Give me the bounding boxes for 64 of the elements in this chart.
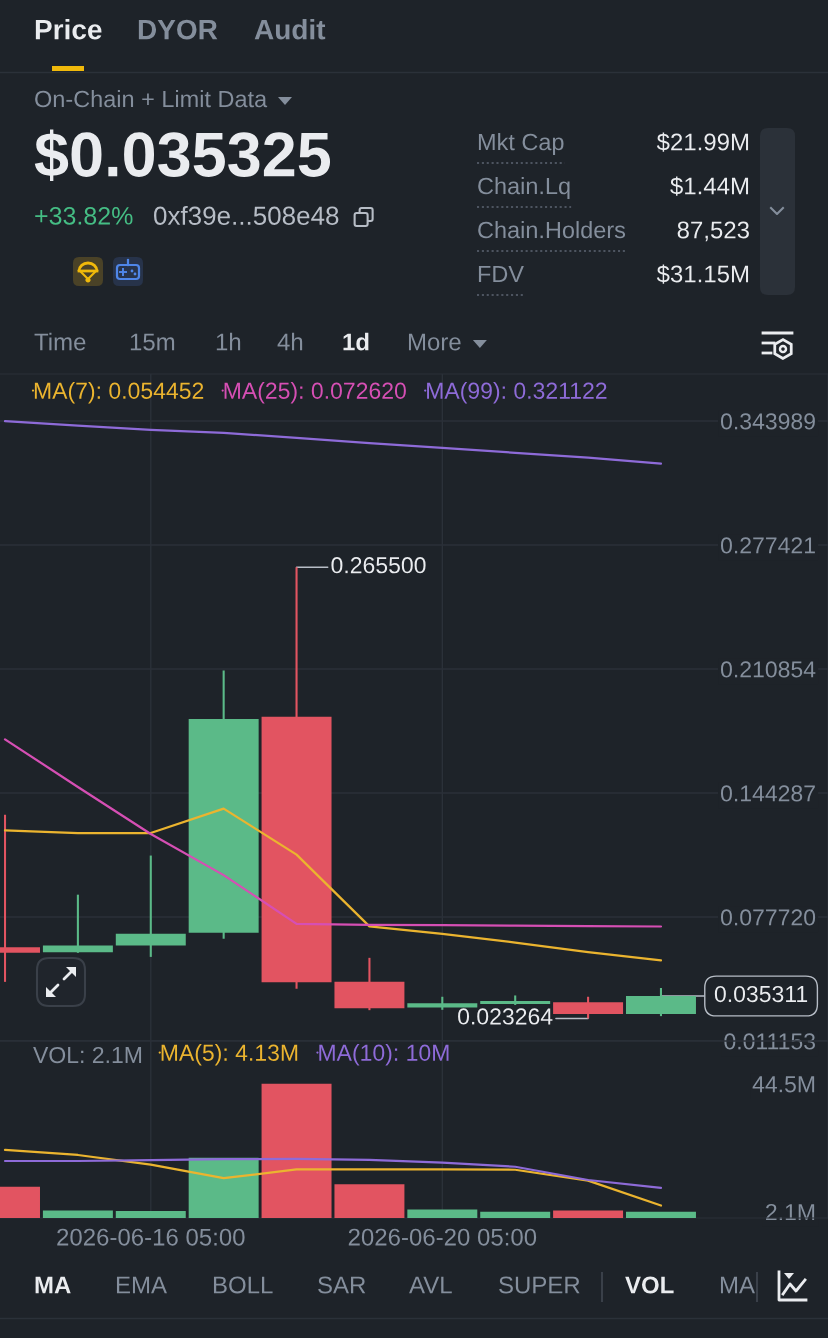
legend-label: MA(25): 0.072620 <box>224 382 406 404</box>
bar <box>188 1157 259 1218</box>
bar <box>407 1209 478 1218</box>
text: Audit <box>254 18 326 40</box>
text: On-Chain + Limit Data <box>35 90 268 108</box>
text: $1.44M <box>670 176 749 196</box>
y-tick-label: 44.5M <box>752 1076 815 1093</box>
candlestick <box>42 893 113 954</box>
text: +33.82% <box>35 207 133 225</box>
candlestick <box>115 854 186 958</box>
y-tick-label: 0.077720 <box>720 909 816 926</box>
text: Price <box>35 18 102 40</box>
text: More <box>408 333 461 351</box>
text: FDV <box>478 265 524 283</box>
x-tick-label: 2026-06-16 05:00 <box>57 1228 245 1246</box>
text: Chain.Holders <box>478 221 626 239</box>
legend-label: MA(10): 10M <box>319 1044 449 1066</box>
text: Chain.Lq <box>478 177 570 199</box>
line-series <box>3 1148 663 1207</box>
text: 87,523 <box>677 221 749 242</box>
y-tick-label: 0.011153 <box>724 1033 815 1050</box>
y-tick-label: 0.343989 <box>720 413 815 430</box>
text: $21.99M <box>656 132 749 152</box>
text: SAR <box>318 1276 366 1294</box>
text: VOL <box>625 1276 674 1294</box>
bar <box>261 1083 332 1218</box>
y-tick-label: 0.210854 <box>720 661 816 678</box>
bar <box>115 1211 186 1218</box>
text: BOLL <box>213 1276 273 1294</box>
y-tick-label: 0.144287 <box>720 785 815 802</box>
y-tick-label: 2.1M <box>766 1203 815 1220</box>
chart-title: VOL: 2.1M <box>33 1046 142 1064</box>
text: Time <box>34 332 86 351</box>
text: MA <box>720 1276 755 1294</box>
bar <box>553 1210 624 1218</box>
text: 1h <box>216 332 241 351</box>
text: DYOR <box>138 19 218 40</box>
legend-label: MA(5): 4.13M <box>161 1044 298 1066</box>
y-tick-label: 0.277421 <box>720 537 815 554</box>
annotation: 0.023264 <box>458 1008 553 1025</box>
text: EMA <box>116 1276 167 1294</box>
legend-label: MA(7): 0.054452 <box>34 382 204 404</box>
text: 1d <box>343 332 369 351</box>
line-series <box>3 420 663 465</box>
text: SUPER <box>499 1276 580 1294</box>
text: AVL <box>409 1276 452 1294</box>
text: 15m <box>130 333 175 351</box>
bar <box>625 1211 696 1218</box>
annotation: 0.035311 <box>714 985 808 1003</box>
text: $31.15M <box>656 264 749 284</box>
line-series <box>3 1157 663 1189</box>
x-tick-label: 2026-06-20 05:00 <box>348 1228 537 1246</box>
text: $0.035325 <box>34 129 331 181</box>
bar <box>334 1184 405 1218</box>
text: 4h <box>277 332 303 351</box>
legend-label: MA(99): 0.321122 <box>427 382 607 404</box>
text: Mkt Cap <box>478 133 564 155</box>
text: 0xf39e...508e48 <box>154 205 339 225</box>
line-series <box>3 738 663 928</box>
text: MA <box>35 1276 71 1294</box>
bar <box>42 1210 113 1218</box>
bar <box>480 1211 551 1218</box>
line-series <box>3 807 663 962</box>
annotation: 0.265500 <box>331 557 426 574</box>
